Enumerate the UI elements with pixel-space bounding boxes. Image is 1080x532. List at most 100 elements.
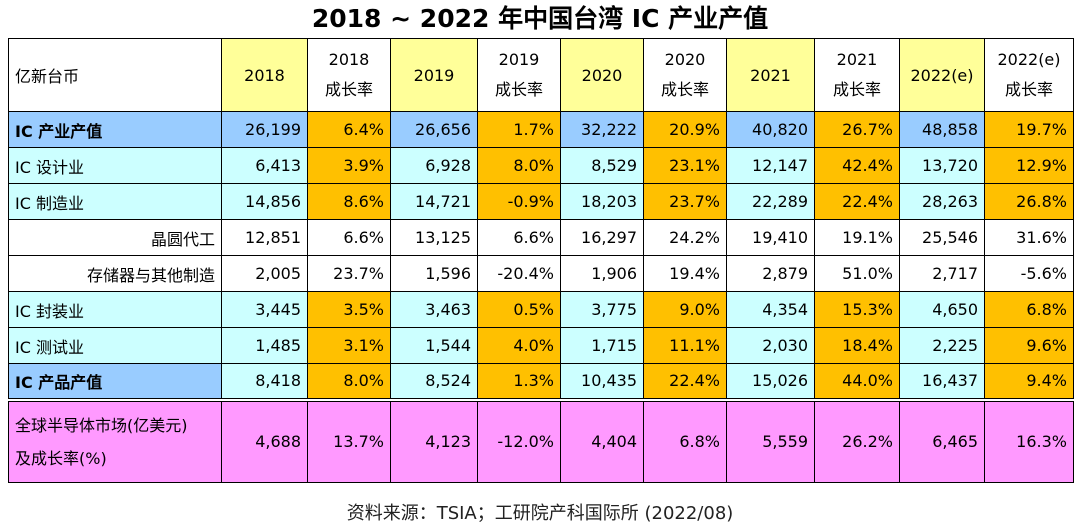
- value-cell: 12,851: [221, 219, 308, 256]
- column-header: 2020 成长率: [643, 38, 727, 112]
- growth-cell: -5.6%: [984, 255, 1074, 292]
- data-table: 亿新台币 2018 2018 成长率 2019 2019 成长率 2020 2020 成长率 202…: [8, 38, 1074, 483]
- value-cell: 1,544: [390, 327, 478, 364]
- value-cell: 26,199: [221, 111, 308, 148]
- growth-cell: 12.9%: [984, 147, 1074, 184]
- row-label: IC 测试业: [8, 327, 222, 364]
- table-row: IC 设计业 6,413 3.9% 6,928 8.0% 8,529 23.1% 12,147…: [8, 147, 1074, 184]
- row-label: 晶圆代工: [8, 219, 222, 256]
- header-row: 亿新台币 2018 2018 成长率 2019 2019 成长率 2020 2020 成长率 202…: [8, 38, 1074, 112]
- column-header-year: 2020: [664, 50, 706, 69]
- growth-cell: 23.7%: [643, 183, 727, 220]
- growth-cell: 15.3%: [814, 291, 900, 328]
- row-label: IC 设计业: [8, 147, 222, 184]
- growth-cell: 31.6%: [984, 219, 1074, 256]
- growth-cell: -12.0%: [477, 397, 561, 483]
- column-header: 2018 成长率: [307, 38, 391, 112]
- growth-cell: 19.7%: [984, 111, 1074, 148]
- growth-cell: 23.7%: [307, 255, 391, 292]
- growth-cell: 24.2%: [643, 219, 727, 256]
- value-cell: 19,410: [726, 219, 815, 256]
- value-cell: 12,147: [726, 147, 815, 184]
- value-cell: 8,418: [221, 363, 308, 400]
- table-row: 存储器与其他制造 2,005 23.7% 1,596 -20.4% 1,906 19.4% 2…: [8, 255, 1074, 292]
- growth-cell: -0.9%: [477, 183, 561, 220]
- growth-cell: -20.4%: [477, 255, 561, 292]
- value-cell: 1,906: [560, 255, 644, 292]
- growth-cell: 19.1%: [814, 219, 900, 256]
- value-cell: 1,715: [560, 327, 644, 364]
- row-label: IC 产业产值: [8, 111, 222, 148]
- value-cell: 4,688: [221, 397, 308, 483]
- value-cell: 48,858: [899, 111, 985, 148]
- table-row: IC 测试业 1,485 3.1% 1,544 4.0% 1,715 11.1% 2,030 1…: [8, 327, 1074, 364]
- table-row: IC 封装业 3,445 3.5% 3,463 0.5% 3,775 9.0% 4,354 15…: [8, 291, 1074, 328]
- column-header-growth: 成长率: [324, 80, 373, 99]
- growth-cell: 6.8%: [984, 291, 1074, 328]
- value-cell: 2,879: [726, 255, 815, 292]
- column-header-year: 2021: [750, 65, 791, 85]
- table-body: 亿新台币 2018 2018 成长率 2019 2019 成长率 2020 2020 成长率 202…: [8, 38, 1074, 483]
- growth-cell: 1.7%: [477, 111, 561, 148]
- value-cell: 32,222: [560, 111, 644, 148]
- table-row: 晶圆代工 12,851 6.6% 13,125 6.6% 16,297 24.2% 19,41…: [8, 219, 1074, 256]
- table-row: IC 制造业 14,856 8.6% 14,721 -0.9% 18,203 23.7% 22…: [8, 183, 1074, 220]
- global-market-row: 全球半导体市场(亿美元) 及成长率(%) 4,688 13.7% 4,123 -12.0%…: [8, 397, 1074, 483]
- growth-cell: 9.6%: [984, 327, 1074, 364]
- value-cell: 40,820: [726, 111, 815, 148]
- growth-cell: 51.0%: [814, 255, 900, 292]
- value-cell: 26,656: [390, 111, 478, 148]
- row-label: IC 产品产值: [8, 363, 222, 400]
- growth-cell: 8.0%: [477, 147, 561, 184]
- value-cell: 16,437: [899, 363, 985, 400]
- column-header-year: 2020: [581, 65, 623, 85]
- growth-cell: 0.5%: [477, 291, 561, 328]
- value-cell: 13,720: [899, 147, 985, 184]
- growth-cell: 26.7%: [814, 111, 900, 148]
- column-header: 2019: [390, 38, 478, 112]
- column-header-year: 2021: [836, 50, 878, 69]
- value-cell: 2,030: [726, 327, 815, 364]
- value-cell: 22,289: [726, 183, 815, 220]
- growth-cell: 8.0%: [307, 363, 391, 400]
- growth-cell: 42.4%: [814, 147, 900, 184]
- value-cell: 18,203: [560, 183, 644, 220]
- value-cell: 10,435: [560, 363, 644, 400]
- growth-cell: 23.1%: [643, 147, 727, 184]
- growth-cell: 9.0%: [643, 291, 727, 328]
- growth-cell: 9.4%: [984, 363, 1074, 400]
- value-cell: 4,123: [390, 397, 478, 483]
- growth-cell: 6.6%: [307, 219, 391, 256]
- column-header-growth: 成长率: [494, 80, 543, 99]
- growth-cell: 16.3%: [984, 397, 1074, 483]
- value-cell: 2,225: [899, 327, 985, 364]
- column-header-year: 2019: [498, 50, 540, 69]
- growth-cell: 26.2%: [814, 397, 900, 483]
- growth-cell: 26.8%: [984, 183, 1074, 220]
- value-cell: 1,596: [390, 255, 478, 292]
- growth-cell: 13.7%: [307, 397, 391, 483]
- growth-cell: 18.4%: [814, 327, 900, 364]
- value-cell: 8,524: [390, 363, 478, 400]
- column-header-growth: 成长率: [1004, 80, 1053, 99]
- table-row: IC 产业产值 26,199 6.4% 26,656 1.7% 32,222 20.9% 40…: [8, 111, 1074, 148]
- growth-cell: 6.4%: [307, 111, 391, 148]
- column-header: 2019 成长率: [477, 38, 561, 112]
- column-header: 2020: [560, 38, 644, 112]
- column-header-year: 2022(e): [910, 65, 974, 85]
- growth-cell: 8.6%: [307, 183, 391, 220]
- growth-cell: 20.9%: [643, 111, 727, 148]
- growth-cell: 1.3%: [477, 363, 561, 400]
- value-cell: 1,485: [221, 327, 308, 364]
- value-cell: 13,125: [390, 219, 478, 256]
- value-cell: 14,856: [221, 183, 308, 220]
- growth-cell: 3.1%: [307, 327, 391, 364]
- value-cell: 6,465: [899, 397, 985, 483]
- value-cell: 3,445: [221, 291, 308, 328]
- column-header-year: 2018: [244, 65, 285, 85]
- column-header: 2018: [221, 38, 308, 112]
- value-cell: 4,354: [726, 291, 815, 328]
- row-label-line1: 全球半导体市场(亿美元): [15, 415, 188, 435]
- row-label-line2: 及成长率(%): [15, 448, 107, 468]
- value-cell: 16,297: [560, 219, 644, 256]
